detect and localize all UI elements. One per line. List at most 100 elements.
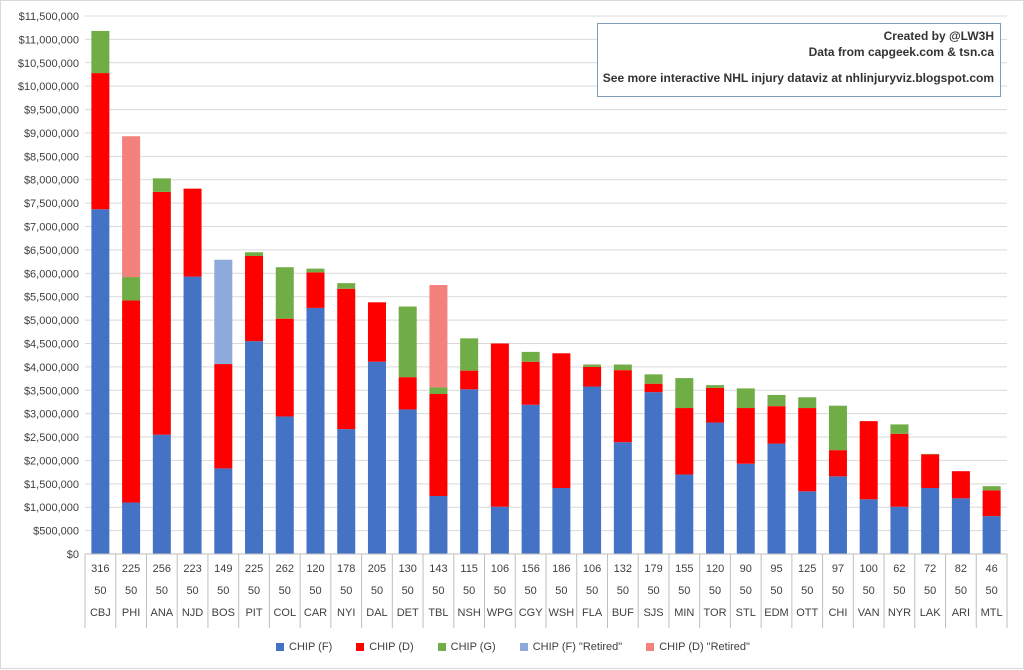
bar-segment-wsh — [552, 488, 570, 554]
bar-segment-tbl — [429, 387, 447, 394]
bar-segment-nsh — [460, 389, 478, 554]
table-cell-row1: 120 — [306, 563, 324, 575]
table-cell-row2: 50 — [217, 585, 229, 597]
y-tick-label: $5,000,000 — [24, 315, 79, 327]
x-tick-label: EDM — [764, 607, 788, 619]
bar-segment-pit — [245, 341, 263, 554]
chart-legend: CHIP (F)CHIP (D)CHIP (G)CHIP (F) "Retire… — [1, 639, 1024, 655]
table-cell-row2: 50 — [371, 585, 383, 597]
bar-segment-car — [307, 269, 325, 273]
table-cell-row2: 50 — [125, 585, 137, 597]
bar-segment-wpg — [491, 343, 509, 506]
bar-segment-dal — [368, 302, 386, 361]
table-cell-row1: 316 — [91, 563, 109, 575]
legend-swatch — [520, 643, 528, 651]
table-cell-row1: 46 — [986, 563, 998, 575]
table-cell-row2: 50 — [647, 585, 659, 597]
bar-segment-ott — [798, 408, 816, 491]
x-tick-label: WPG — [487, 607, 513, 619]
bar-segment-cgy — [522, 405, 540, 554]
bar-segment-phi — [122, 503, 140, 554]
bar-segment-cbj — [91, 209, 109, 554]
credit-author: Created by @LW3H — [598, 28, 994, 44]
y-tick-label: $3,000,000 — [24, 409, 79, 421]
bar-segment-ott — [798, 397, 816, 408]
x-tick-label: SJS — [643, 607, 663, 619]
table-cell-row2: 50 — [617, 585, 629, 597]
table-cell-row1: 95 — [770, 563, 782, 575]
y-tick-label: $7,000,000 — [24, 222, 79, 234]
x-tick-label: CHI — [828, 607, 847, 619]
y-tick-label: $6,500,000 — [24, 245, 79, 257]
bar-segment-pit — [245, 252, 263, 256]
x-tick-label: MTL — [981, 607, 1003, 619]
x-tick-label: LAK — [920, 607, 941, 619]
bar-segment-car — [307, 308, 325, 554]
table-cell-row2: 50 — [494, 585, 506, 597]
bar-segment-pit — [245, 256, 263, 341]
bar-segment-bos — [214, 364, 232, 468]
bar-segment-cgy — [522, 362, 540, 405]
bar-segment-ana — [153, 192, 171, 435]
y-tick-label: $5,500,000 — [24, 292, 79, 304]
bar-segment-stl — [737, 464, 755, 554]
table-cell-row2: 50 — [248, 585, 260, 597]
bar-segment-fla — [583, 365, 601, 367]
bar-segment-nyi — [337, 429, 355, 554]
bar-segment-van — [860, 499, 878, 554]
x-tick-label: ARI — [952, 607, 970, 619]
table-cell-row2: 50 — [463, 585, 475, 597]
bar-segment-det — [399, 377, 417, 409]
table-cell-row1: 97 — [832, 563, 844, 575]
table-cell-row1: 106 — [583, 563, 601, 575]
bar-segment-edm — [768, 395, 786, 406]
table-cell-row1: 132 — [614, 563, 632, 575]
bar-segment-tbl — [429, 394, 447, 496]
bar-segment-edm — [768, 406, 786, 443]
legend-label: CHIP (D) "Retired" — [659, 641, 750, 653]
credits-box: Created by @LW3H Data from capgeek.com &… — [597, 23, 1001, 97]
x-tick-label: BOS — [212, 607, 235, 619]
bar-segment-car — [307, 272, 325, 308]
bar-segment-det — [399, 409, 417, 554]
bar-segment-ana — [153, 435, 171, 554]
y-tick-label: $8,500,000 — [24, 151, 79, 163]
table-cell-row2: 50 — [94, 585, 106, 597]
table-cell-row2: 50 — [156, 585, 168, 597]
table-cell-row2: 50 — [525, 585, 537, 597]
bar-segment-col — [276, 319, 294, 417]
x-tick-label: NSH — [458, 607, 481, 619]
y-tick-label: $10,500,000 — [18, 58, 79, 70]
y-tick-label: $4,500,000 — [24, 338, 79, 350]
bar-segment-tor — [706, 423, 724, 554]
bar-segment-lak — [921, 454, 939, 488]
bar-segment-wsh — [552, 353, 570, 488]
legend-label: CHIP (G) — [451, 641, 496, 653]
bar-segment-det — [399, 307, 417, 378]
x-tick-label: VAN — [858, 607, 880, 619]
x-tick-label: PIT — [245, 607, 262, 619]
y-tick-label: $1,000,000 — [24, 502, 79, 514]
legend-label: CHIP (F) "Retired" — [533, 641, 623, 653]
bar-segment-dal — [368, 362, 386, 554]
x-tick-label: NYI — [337, 607, 355, 619]
table-cell-row2: 50 — [986, 585, 998, 597]
bar-segment-fla — [583, 387, 601, 554]
bar-segment-min — [675, 378, 693, 408]
y-tick-label: $3,500,000 — [24, 385, 79, 397]
bar-segment-tor — [706, 385, 724, 388]
bar-segment-sjs — [645, 384, 663, 392]
y-tick-label: $500,000 — [33, 526, 79, 538]
x-tick-label: NJD — [182, 607, 203, 619]
table-cell-row2: 50 — [432, 585, 444, 597]
bar-segment-ott — [798, 491, 816, 554]
table-cell-row1: 106 — [491, 563, 509, 575]
legend-swatch — [646, 643, 654, 651]
x-tick-label: PHI — [122, 607, 140, 619]
table-cell-row1: 149 — [214, 563, 232, 575]
y-tick-label: $1,500,000 — [24, 479, 79, 491]
table-cell-row2: 50 — [709, 585, 721, 597]
bar-segment-njd — [184, 277, 202, 554]
bar-segment-phi — [122, 136, 140, 277]
table-cell-row1: 256 — [153, 563, 171, 575]
